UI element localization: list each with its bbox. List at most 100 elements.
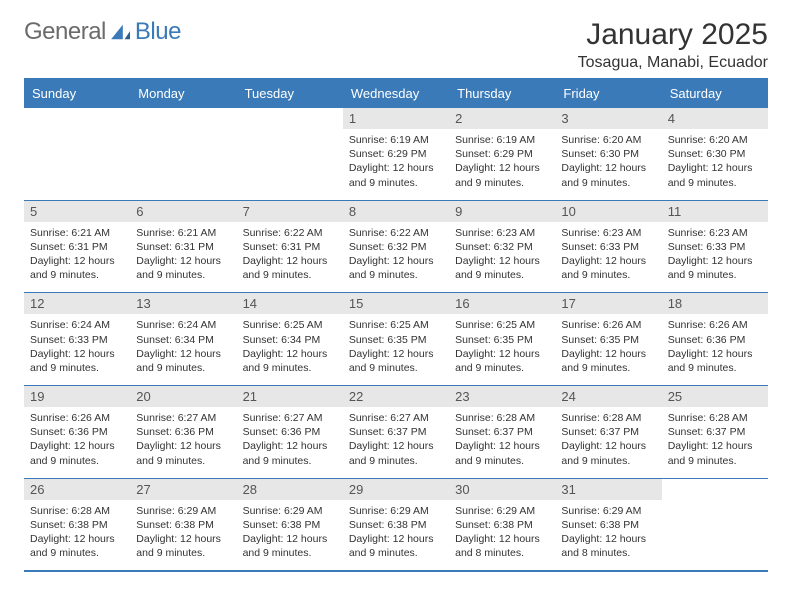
daylight-line: Daylight: 12 hours and 9 minutes. [243,532,337,560]
day-details [24,129,130,200]
day-number: 7 [237,201,343,222]
sunset-line: Sunset: 6:35 PM [561,333,655,347]
calendar-week-row: 26Sunrise: 6:28 AMSunset: 6:38 PMDayligh… [24,478,768,571]
daylight-line: Daylight: 12 hours and 9 minutes. [561,254,655,282]
calendar-day-cell: 9Sunrise: 6:23 AMSunset: 6:32 PMDaylight… [449,200,555,293]
day-number: 30 [449,479,555,500]
calendar-day-cell: 16Sunrise: 6:25 AMSunset: 6:35 PMDayligh… [449,293,555,386]
day-number [130,108,236,129]
sunrise-line: Sunrise: 6:29 AM [136,504,230,518]
day-number: 13 [130,293,236,314]
day-number: 8 [343,201,449,222]
calendar-day-cell: 3Sunrise: 6:20 AMSunset: 6:30 PMDaylight… [555,108,661,201]
sunset-line: Sunset: 6:35 PM [455,333,549,347]
daylight-line: Daylight: 12 hours and 9 minutes. [455,439,549,467]
day-number: 5 [24,201,130,222]
daylight-line: Daylight: 12 hours and 9 minutes. [668,161,762,189]
sunrise-line: Sunrise: 6:26 AM [668,318,762,332]
day-details: Sunrise: 6:24 AMSunset: 6:33 PMDaylight:… [24,314,130,385]
sunset-line: Sunset: 6:34 PM [243,333,337,347]
day-number: 11 [662,201,768,222]
day-details: Sunrise: 6:25 AMSunset: 6:34 PMDaylight:… [237,314,343,385]
sunrise-line: Sunrise: 6:29 AM [243,504,337,518]
calendar-day-cell [662,478,768,571]
calendar-day-cell: 20Sunrise: 6:27 AMSunset: 6:36 PMDayligh… [130,386,236,479]
sunset-line: Sunset: 6:31 PM [136,240,230,254]
calendar-day-cell: 14Sunrise: 6:25 AMSunset: 6:34 PMDayligh… [237,293,343,386]
sunrise-line: Sunrise: 6:28 AM [30,504,124,518]
sunset-line: Sunset: 6:32 PM [349,240,443,254]
calendar-day-cell: 5Sunrise: 6:21 AMSunset: 6:31 PMDaylight… [24,200,130,293]
sunset-line: Sunset: 6:35 PM [349,333,443,347]
daylight-line: Daylight: 12 hours and 9 minutes. [561,439,655,467]
sunrise-line: Sunrise: 6:20 AM [668,133,762,147]
calendar-day-cell: 27Sunrise: 6:29 AMSunset: 6:38 PMDayligh… [130,478,236,571]
sunrise-line: Sunrise: 6:23 AM [668,226,762,240]
day-details: Sunrise: 6:29 AMSunset: 6:38 PMDaylight:… [343,500,449,571]
calendar-day-cell: 25Sunrise: 6:28 AMSunset: 6:37 PMDayligh… [662,386,768,479]
day-number: 27 [130,479,236,500]
sunset-line: Sunset: 6:38 PM [561,518,655,532]
calendar-day-cell: 6Sunrise: 6:21 AMSunset: 6:31 PMDaylight… [130,200,236,293]
sunset-line: Sunset: 6:36 PM [243,425,337,439]
calendar-day-cell: 29Sunrise: 6:29 AMSunset: 6:38 PMDayligh… [343,478,449,571]
sunrise-line: Sunrise: 6:21 AM [30,226,124,240]
calendar-day-cell: 12Sunrise: 6:24 AMSunset: 6:33 PMDayligh… [24,293,130,386]
sunrise-line: Sunrise: 6:26 AM [30,411,124,425]
weekday-header: Thursday [449,79,555,108]
calendar-day-cell: 18 Sunrise: 6:26 AMSunset: 6:36 PMDayligh… [662,293,768,386]
weekday-header: Tuesday [237,79,343,108]
day-number: 31 [555,479,661,500]
calendar-week-row: 19Sunrise: 6:26 AMSunset: 6:36 PMDayligh… [24,386,768,479]
sunset-line: Sunset: 6:31 PM [30,240,124,254]
weekday-header: Saturday [662,79,768,108]
daylight-line: Daylight: 12 hours and 9 minutes. [668,439,762,467]
day-number: 17 [555,293,661,314]
day-number: 14 [237,293,343,314]
day-number: 26 [24,479,130,500]
day-details: Sunrise: 6:23 AMSunset: 6:33 PMDaylight:… [662,222,768,293]
day-number: 6 [130,201,236,222]
day-details: Sunrise: 6:29 AMSunset: 6:38 PMDaylight:… [449,500,555,571]
daylight-line: Daylight: 12 hours and 8 minutes. [561,532,655,560]
day-details: Sunrise: 6:27 AMSunset: 6:36 PMDaylight:… [237,407,343,478]
weekday-header: Monday [130,79,236,108]
day-details: Sunrise: 6:21 AMSunset: 6:31 PMDaylight:… [24,222,130,293]
calendar-day-cell: 24Sunrise: 6:28 AMSunset: 6:37 PMDayligh… [555,386,661,479]
day-details: Sunrise: 6:29 AMSunset: 6:38 PMDaylight:… [237,500,343,571]
day-number: 12 [24,293,130,314]
sunset-line: Sunset: 6:38 PM [455,518,549,532]
sunset-line: Sunset: 6:38 PM [30,518,124,532]
day-details: Sunrise: 6:27 AMSunset: 6:37 PMDaylight:… [343,407,449,478]
brand-logo: General Blue [24,18,181,46]
day-details: Sunrise: 6:20 AMSunset: 6:30 PMDaylight:… [555,129,661,200]
daylight-line: Daylight: 12 hours and 9 minutes. [668,347,762,375]
day-number: 2 [449,108,555,129]
day-details [662,500,768,571]
sunrise-line: Sunrise: 6:19 AM [349,133,443,147]
sunset-line: Sunset: 6:36 PM [668,333,762,347]
daylight-line: Daylight: 12 hours and 9 minutes. [561,347,655,375]
day-number: 24 [555,386,661,407]
day-number: 16 [449,293,555,314]
sunrise-line: Sunrise: 6:24 AM [30,318,124,332]
day-number: 4 [662,108,768,129]
day-details: Sunrise: 6:24 AMSunset: 6:34 PMDaylight:… [130,314,236,385]
sunrise-line: Sunrise: 6:25 AM [349,318,443,332]
sunrise-line: Sunrise: 6:26 AM [561,318,655,332]
day-number: 20 [130,386,236,407]
sunrise-line: Sunrise: 6:21 AM [136,226,230,240]
month-title: January 2025 [578,18,768,52]
sunrise-line: Sunrise: 6:29 AM [349,504,443,518]
sunrise-line: Sunrise: 6:20 AM [561,133,655,147]
sunrise-line: Sunrise: 6:23 AM [561,226,655,240]
sunset-line: Sunset: 6:30 PM [561,147,655,161]
day-number [662,479,768,500]
calendar-day-cell: 31Sunrise: 6:29 AMSunset: 6:38 PMDayligh… [555,478,661,571]
daylight-line: Daylight: 12 hours and 9 minutes. [349,532,443,560]
daylight-line: Daylight: 12 hours and 9 minutes. [349,161,443,189]
calendar-day-cell: 1Sunrise: 6:19 AMSunset: 6:29 PMDaylight… [343,108,449,201]
day-details: Sunrise: 6:22 AMSunset: 6:32 PMDaylight:… [343,222,449,293]
day-details [237,129,343,200]
day-number: 18 [662,293,768,314]
